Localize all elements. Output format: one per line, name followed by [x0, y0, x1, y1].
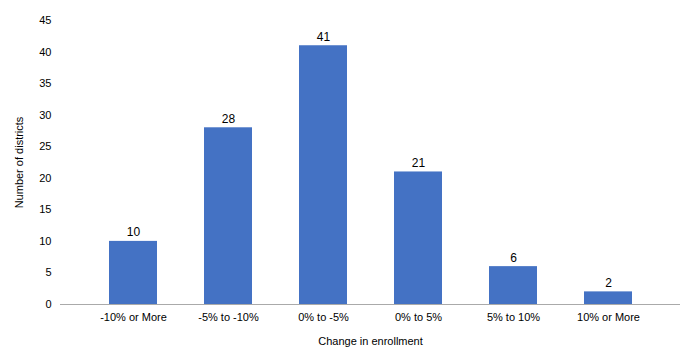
svg-text:45: 45 — [39, 14, 51, 26]
svg-text:10: 10 — [127, 225, 141, 239]
svg-text:Change in enrollment: Change in enrollment — [318, 335, 423, 347]
svg-text:6: 6 — [510, 251, 517, 265]
svg-text:-5% to -10%: -5% to -10% — [198, 311, 259, 323]
svg-text:25: 25 — [39, 140, 51, 152]
svg-text:-10% or More: -10% or More — [100, 311, 167, 323]
svg-text:30: 30 — [39, 109, 51, 121]
svg-text:15: 15 — [39, 203, 51, 215]
svg-text:5% to 10%: 5% to 10% — [487, 311, 540, 323]
svg-text:Number of districts: Number of districts — [13, 116, 25, 208]
svg-text:40: 40 — [39, 46, 51, 58]
svg-text:41: 41 — [317, 30, 331, 44]
svg-text:10% or More: 10% or More — [577, 311, 640, 323]
svg-text:35: 35 — [39, 77, 51, 89]
svg-text:20: 20 — [39, 172, 51, 184]
svg-text:2: 2 — [605, 276, 612, 290]
svg-text:10: 10 — [39, 235, 51, 247]
svg-text:0% to -5%: 0% to -5% — [298, 311, 349, 323]
svg-text:28: 28 — [222, 112, 236, 126]
svg-text:21: 21 — [412, 156, 426, 170]
svg-text:5: 5 — [45, 266, 51, 278]
svg-text:0% to 5%: 0% to 5% — [395, 311, 442, 323]
svg-text:0: 0 — [45, 298, 51, 310]
